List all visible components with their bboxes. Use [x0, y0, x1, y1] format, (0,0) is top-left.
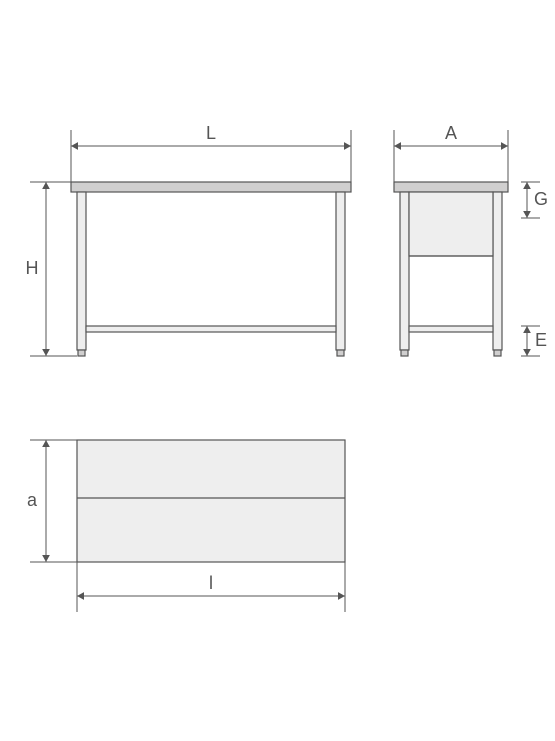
svg-text:a: a	[27, 490, 38, 510]
svg-text:A: A	[445, 123, 457, 143]
svg-text:E: E	[535, 330, 547, 350]
svg-text:L: L	[206, 123, 216, 143]
svg-text:H: H	[26, 258, 39, 278]
svg-text:l: l	[209, 573, 213, 593]
svg-text:G: G	[534, 189, 548, 209]
